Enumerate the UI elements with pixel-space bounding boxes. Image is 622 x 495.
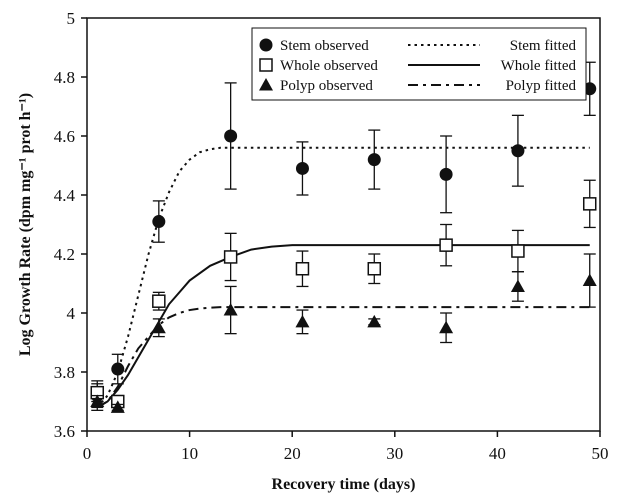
polyp-observed-point bbox=[151, 320, 166, 334]
y-tick-label: 5 bbox=[67, 9, 76, 28]
whole-observed-point bbox=[511, 244, 525, 258]
polyp-observed-point bbox=[90, 394, 105, 407]
legend-label: Whole observed bbox=[280, 58, 378, 74]
stem-observed-point bbox=[439, 167, 453, 181]
whole-observed-point bbox=[295, 262, 310, 276]
whole-observed-point bbox=[439, 238, 453, 252]
whole-fitted-line bbox=[96, 244, 590, 409]
polyp-observed-point bbox=[110, 400, 125, 413]
stem-observed-point bbox=[224, 129, 238, 143]
legend-label: Stem observed bbox=[280, 38, 369, 54]
whole-observed-point bbox=[223, 250, 238, 264]
y-tick-label: 4.4 bbox=[54, 186, 76, 205]
polyp-observed-point bbox=[582, 273, 597, 287]
fitted-curves bbox=[96, 146, 590, 409]
polyp-observed-point bbox=[295, 314, 310, 328]
polyp-observed-point bbox=[439, 320, 454, 334]
whole-observed-point bbox=[582, 197, 597, 211]
polyp-observed-point bbox=[223, 303, 238, 316]
legend-label: Stem fitted bbox=[510, 38, 577, 54]
legend-label: Polyp fitted bbox=[506, 78, 577, 94]
plot-frame bbox=[86, 17, 601, 432]
plot-area bbox=[86, 17, 601, 432]
stem-fitted-line bbox=[96, 146, 590, 409]
stem-observed-point bbox=[295, 161, 309, 175]
observed-markers bbox=[90, 61, 597, 413]
legend-label: Whole fitted bbox=[501, 58, 577, 74]
polyp-observed-point bbox=[367, 314, 382, 328]
x-tick-label: 30 bbox=[386, 444, 403, 463]
whole-observed-point bbox=[152, 294, 166, 308]
x-axis-title: Recovery time (days) bbox=[272, 476, 416, 493]
y-tick-label: 4 bbox=[67, 304, 76, 323]
y-tick-label: 3.6 bbox=[54, 422, 75, 441]
legend-stem-observed-marker bbox=[259, 38, 273, 52]
y-tick-label: 4.2 bbox=[54, 245, 75, 264]
legend: Stem observed Whole observed Polyp observe… bbox=[251, 27, 587, 101]
x-tick-label: 40 bbox=[489, 444, 506, 463]
y-tick-label: 4.6 bbox=[54, 127, 75, 146]
axes: 0 10 20 30 40 50 3.6 3.8 4 4.2 4.4 4.6 4.8 5 bbox=[54, 9, 609, 463]
legend-polyp-observed-marker bbox=[259, 78, 273, 91]
x-tick-label: 50 bbox=[592, 444, 609, 463]
x-tick-label: 10 bbox=[181, 444, 198, 463]
polyp-observed-point bbox=[510, 279, 525, 292]
stem-observed-point bbox=[152, 215, 166, 229]
polyp-fitted-line bbox=[96, 306, 590, 409]
legend-whole-observed-marker bbox=[259, 58, 273, 72]
x-tick-label: 20 bbox=[284, 444, 301, 463]
whole-observed-point bbox=[367, 262, 382, 276]
legend-label: Polyp observed bbox=[280, 78, 373, 94]
y-tick-label: 4.8 bbox=[54, 68, 75, 87]
stem-observed-point bbox=[367, 153, 381, 167]
x-tick-label: 0 bbox=[83, 444, 92, 463]
y-tick-label: 3.8 bbox=[54, 363, 75, 382]
y-axis-title: Log Growth Rate (dpm mg⁻¹ prot h⁻¹) bbox=[17, 93, 34, 356]
stem-observed-point bbox=[111, 362, 125, 376]
stem-observed-point bbox=[511, 144, 525, 158]
